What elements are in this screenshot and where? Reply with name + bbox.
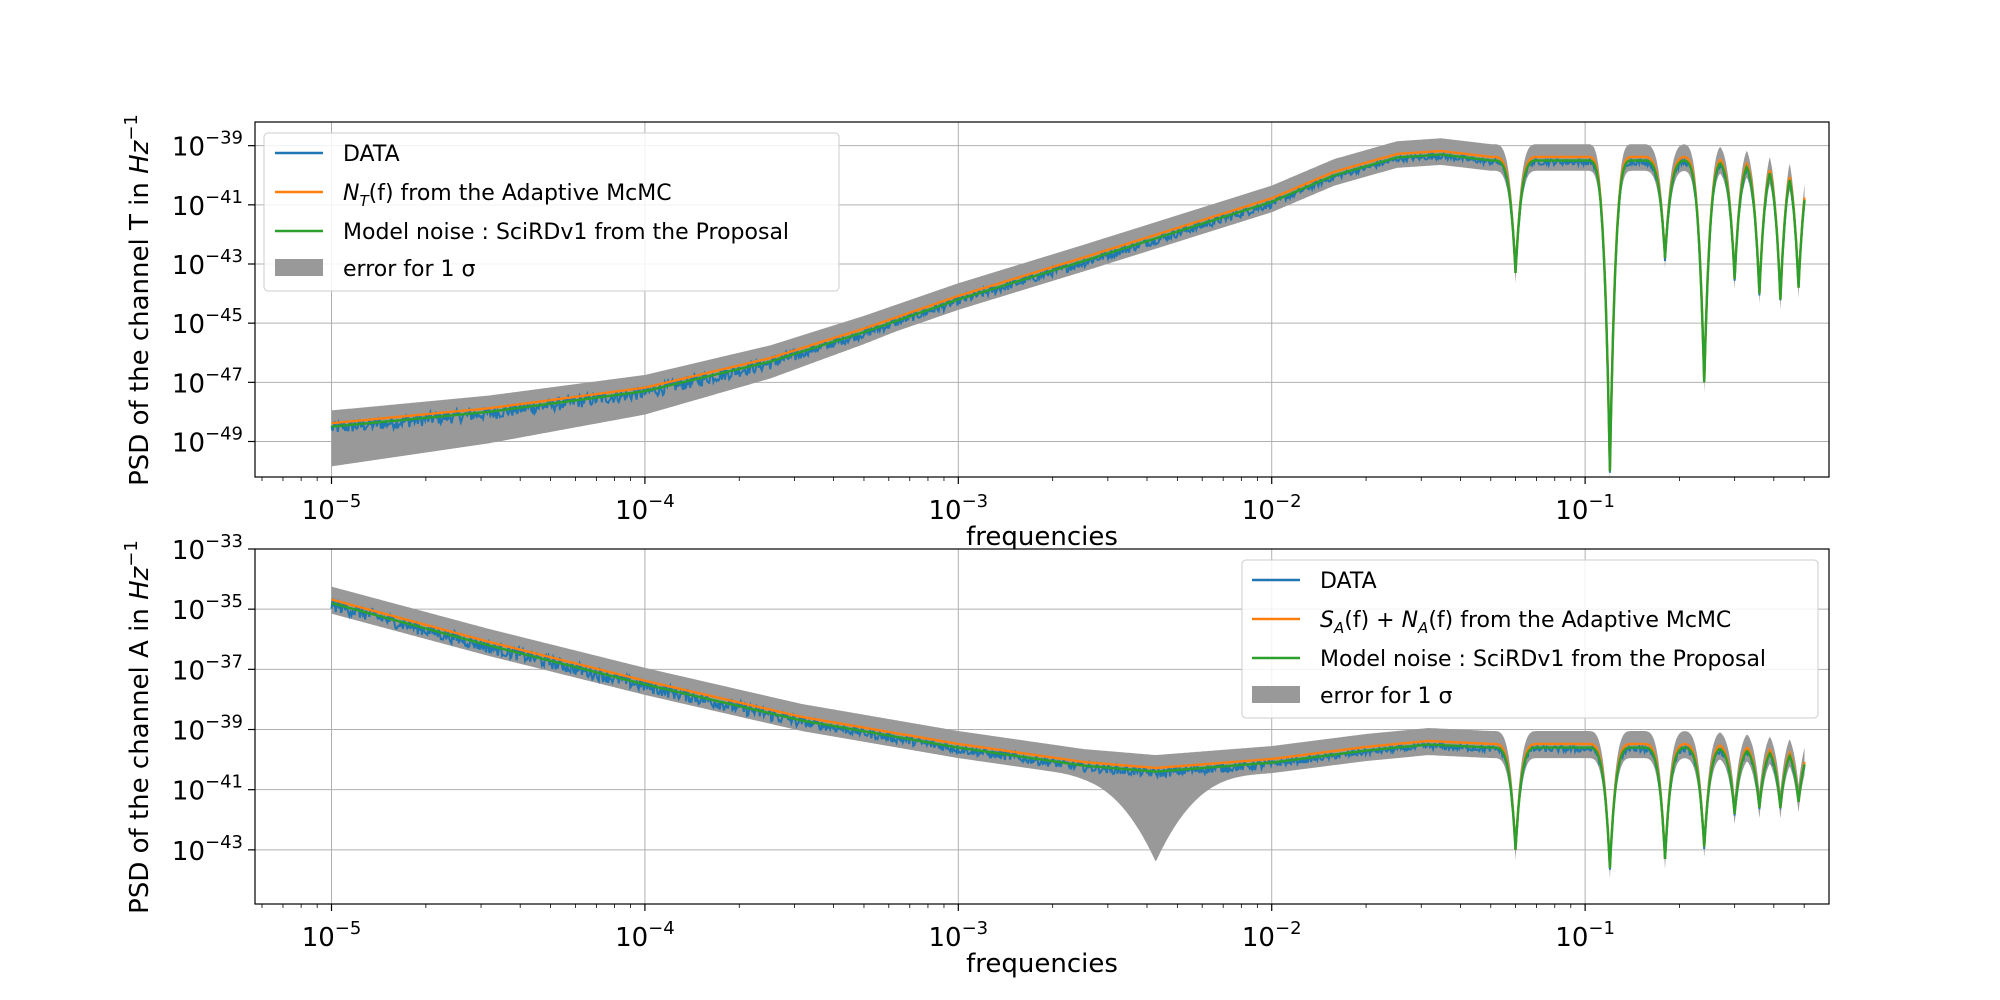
series-adaptive-mcmc-a — [331, 598, 1806, 868]
chart-channel-a: 10−5 10−4 10−3 10−2 10−1 10−43 10−41 10−39 10−3… — [121, 531, 1830, 979]
x-tick-label: 10−4 — [615, 918, 675, 953]
series-model-noise-t — [331, 153, 1806, 472]
x-ticks-t: 10−5 10−4 10−3 10−2 10−1 — [261, 477, 1805, 526]
legend-label-data-t: DATA — [343, 142, 400, 167]
x-tick-label: 10−3 — [928, 491, 988, 526]
y-ticks-t: 10−49 10−47 10−45 10−43 10−41 10−39 — [172, 128, 255, 459]
x-tick-label: 10−3 — [928, 918, 988, 953]
x-tick-label: 10−2 — [1242, 918, 1302, 953]
x-tick-label: 10−5 — [302, 918, 362, 953]
y-tick-label: 10−47 — [172, 364, 243, 399]
axes-frame-a — [254, 548, 1830, 905]
legend-box-a — [1241, 559, 1819, 719]
x-ticks-a: 10−5 10−4 10−3 10−2 10−1 — [261, 904, 1805, 953]
x-tick-label: 10−2 — [1242, 491, 1302, 526]
legend-label-adaptive-a: SA(f) + NA(f) from the Adaptive McMC — [1320, 608, 1731, 637]
legend-box-t — [263, 132, 840, 292]
y-axis-label-t: PSD of the channel T in Hz−1 — [121, 114, 155, 486]
x-tick-label: 10−4 — [615, 491, 675, 526]
legend-handle-error-a — [1252, 686, 1300, 703]
y-tick-label: 10−43 — [172, 246, 243, 281]
y-tick-label: 10−33 — [172, 531, 243, 566]
legend-label-error-a: error for 1 σ — [1320, 684, 1452, 709]
legend-label-error-t: error for 1 σ — [343, 257, 475, 282]
y-tick-label: 10−41 — [172, 772, 243, 807]
y-ticks-a: 10−43 10−41 10−39 10−37 10−35 10−33 — [172, 531, 255, 867]
y-tick-label: 10−41 — [172, 187, 243, 222]
y-tick-label: 10−35 — [172, 591, 243, 626]
legend-a: DATA SA(f) + NA(f) from the Adaptive McM… — [1241, 559, 1819, 719]
x-axis-label-t: frequencies — [966, 522, 1118, 552]
legend-label-adaptive-t: NT(f) from the Adaptive McMC — [343, 181, 672, 210]
y-tick-label: 10−37 — [172, 651, 243, 686]
y-tick-label: 10−39 — [172, 712, 243, 747]
y-tick-label: 10−43 — [172, 832, 243, 867]
x-axis-label-a: frequencies — [966, 949, 1118, 979]
legend-handle-error-t — [275, 259, 323, 276]
legend-t: DATA NT(f) from the Adaptive McMC Model … — [263, 132, 840, 292]
axes-frame-t — [254, 121, 1830, 478]
legend-label-data-a: DATA — [1320, 569, 1377, 594]
y-axis-label-a: PSD of the channel A in Hz−1 — [121, 540, 155, 914]
y-tick-label: 10−39 — [172, 128, 243, 163]
x-tick-label: 10−1 — [1555, 918, 1615, 953]
series-model-noise-a — [331, 602, 1806, 868]
error-band-t — [331, 138, 1805, 477]
x-tick-label: 10−1 — [1555, 491, 1615, 526]
legend-label-model-a: Model noise : SciRDv1 from the Proposal — [1320, 647, 1766, 672]
chart-channel-t: 10−5 10−4 10−3 10−2 10−1 10−4910−4710−4510−4… — [121, 114, 1830, 552]
series-adaptive-mcmc-t — [331, 149, 1806, 472]
y-tick-label: 10−45 — [172, 305, 243, 340]
y-tick-label: 10−49 — [172, 424, 243, 459]
legend-label-model-t: Model noise : SciRDv1 from the Proposal — [343, 220, 789, 245]
x-tick-label: 10−5 — [302, 491, 362, 526]
